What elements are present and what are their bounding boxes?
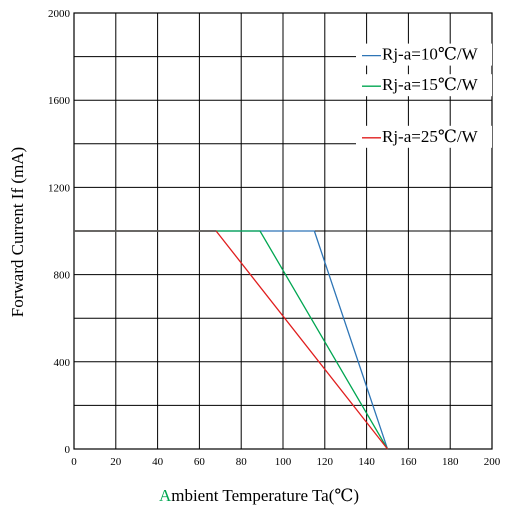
x-tick-label: 20 [110,456,122,468]
x-tick-label: 200 [484,456,501,468]
y-tick-label: 1200 [48,182,71,194]
x-tick-label: 180 [442,456,459,468]
y-tick-label: 0 [65,444,71,456]
x-tick-labels: 0 20 40 60 80 100 120 140 160 180 200 [71,456,501,468]
legend-background [356,43,492,66]
x-tick-label: 100 [275,456,292,468]
x-tick-label: 0 [71,456,77,468]
y-tick-label: 2000 [48,8,71,20]
legend-label-3: Rj-a=25℃/W [382,127,479,146]
legend-background [356,125,492,148]
y-tick-label: 1600 [48,95,71,107]
series-layer [74,230,389,450]
x-tick-label: 160 [400,456,417,468]
x-tick-label: 60 [194,456,206,468]
legend-background [356,74,492,97]
x-axis-title-initial: A [159,486,172,505]
x-axis-title-rest: mbient Temperature Ta(℃) [171,486,359,505]
x-tick-label: 40 [152,456,164,468]
y-tick-label: 400 [54,357,71,369]
x-axis-title: Ambient Temperature Ta(℃) [159,486,359,505]
legend: Rj-a=10℃/W Rj-a=15℃/W Rj-a=25℃/W [356,43,492,148]
x-tick-label: 140 [358,456,375,468]
y-axis-title: Forward Current If (mA) [8,147,27,317]
x-tick-label: 80 [236,456,248,468]
x-tick-label: 120 [317,456,334,468]
y-tick-label: 800 [54,270,71,282]
legend-label-1: Rj-a=10℃/W [382,45,479,64]
y-tick-labels: 0 400 800 1200 1600 2000 [48,8,71,456]
legend-label-2: Rj-a=15℃/W [382,75,479,94]
